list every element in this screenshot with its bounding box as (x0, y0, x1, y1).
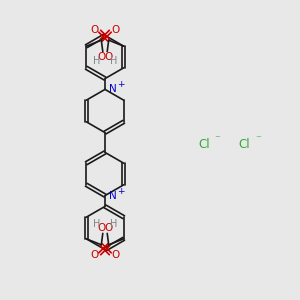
Text: +: + (117, 187, 125, 196)
Text: O: O (90, 250, 98, 260)
Text: H: H (110, 219, 118, 230)
Text: H: H (92, 219, 100, 230)
Text: O: O (104, 223, 112, 233)
Text: ⁻: ⁻ (214, 134, 220, 145)
Text: O: O (98, 223, 106, 233)
Text: O: O (112, 25, 120, 35)
Text: N: N (110, 191, 117, 201)
Text: H: H (110, 56, 118, 66)
Text: H: H (92, 56, 100, 66)
Text: Cl: Cl (198, 137, 210, 151)
Text: O: O (104, 52, 112, 62)
Text: Cl: Cl (239, 137, 250, 151)
Text: N: N (110, 84, 117, 94)
Text: +: + (117, 80, 125, 89)
Text: O: O (112, 250, 120, 260)
Text: ⁻: ⁻ (255, 134, 261, 145)
Text: O: O (90, 25, 98, 35)
Text: O: O (98, 52, 106, 62)
